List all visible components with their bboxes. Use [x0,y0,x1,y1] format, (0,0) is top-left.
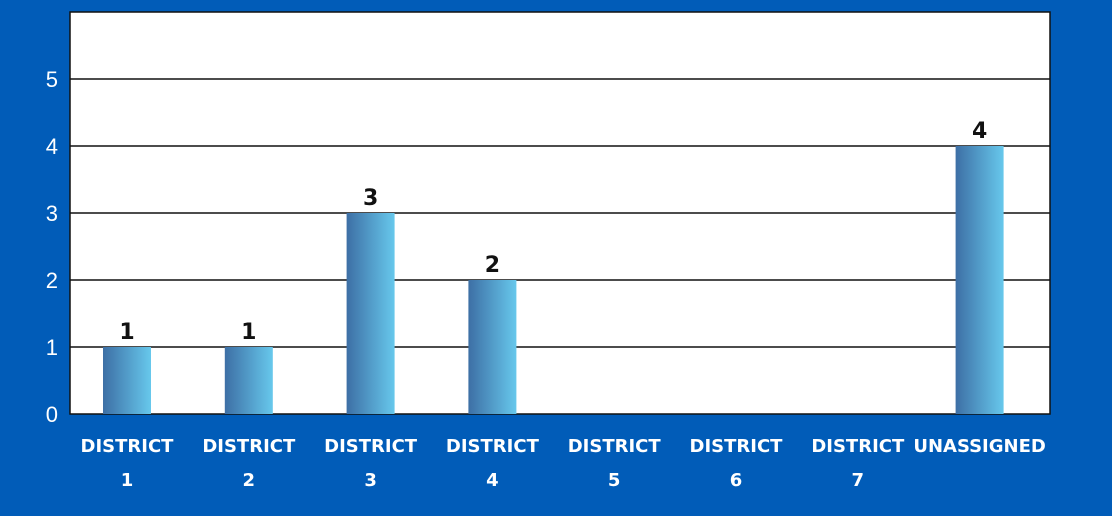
x-tick-label: 5 [608,470,621,491]
x-tick-label: 4 [486,470,499,491]
y-tick-label: 2 [46,268,58,293]
y-tick-label: 4 [46,134,58,159]
data-label-1: 1 [119,320,134,345]
x-tick-label: 2 [243,470,256,491]
x-tick-label: DISTRICT [690,436,784,457]
y-axis: 0 1 2 3 4 5 [46,67,58,427]
bar-3 [346,213,395,414]
data-label-4: 2 [485,253,500,278]
x-tick-label: DISTRICT [202,436,296,457]
x-tick-label: DISTRICT [324,436,418,457]
x-tick-label: UNASSIGNED [913,436,1046,457]
x-tick-label: 6 [730,470,743,491]
x-tick-label: 7 [852,470,865,491]
data-label-2: 1 [241,320,256,345]
data-label-3: 3 [363,186,378,211]
x-axis: DISTRICT 1 DISTRICT 2 DISTRICT 3 DISTRICT 4 DIST… [81,436,1046,491]
x-tick-label: 1 [121,470,134,491]
bar-4 [468,280,517,414]
x-tick-label: DISTRICT [446,436,540,457]
y-tick-label: 3 [46,201,58,226]
bar-2 [224,347,273,414]
y-tick-label: 5 [46,67,58,92]
bar-8 [955,146,1004,414]
data-labels: 1 1 3 2 4 [119,119,987,345]
y-tick-label: 0 [46,402,58,427]
data-label-8: 4 [972,119,987,144]
bar-1 [103,347,151,414]
bars [103,146,1004,414]
x-tick-label: DISTRICT [81,436,175,457]
x-tick-label: DISTRICT [568,436,662,457]
x-tick-label: DISTRICT [811,436,905,457]
x-tick-label: 3 [364,470,377,491]
y-tick-label: 1 [46,335,58,360]
